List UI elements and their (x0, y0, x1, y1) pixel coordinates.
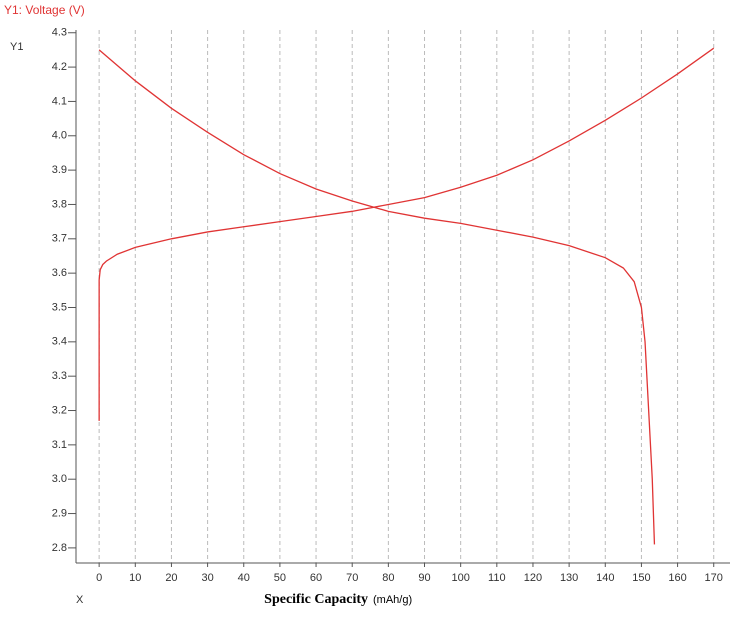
chart-title: Y1: Voltage (V) (4, 3, 85, 17)
y-tick-label: 3.1 (52, 439, 67, 451)
y-tick-label: 2.9 (52, 507, 67, 519)
y-tick-label: 4.0 (52, 130, 67, 142)
x-axis-title: Specific Capacity (264, 592, 368, 607)
y-tick-label: 3.9 (52, 164, 67, 176)
y-tick-label: 3.2 (52, 404, 67, 416)
x-tick-label: 170 (705, 572, 723, 584)
x-tick-label: 20 (165, 572, 177, 584)
y-tick-label: 4.2 (52, 61, 67, 73)
x-tick-label: 160 (668, 572, 686, 584)
x-tick-label: 140 (596, 572, 614, 584)
y-tick-label: 3.7 (52, 233, 67, 245)
x-tick-label: 0 (96, 572, 102, 584)
x-tick-label: 40 (238, 572, 250, 584)
x-tick-label: 10 (129, 572, 141, 584)
y-tick-label: 3.0 (52, 473, 67, 485)
x-tick-label: 110 (488, 572, 506, 584)
y-tick-label: 4.3 (52, 27, 67, 39)
x-tick-label: 90 (418, 572, 430, 584)
x-axis-unit: (mAh/g) (373, 594, 412, 606)
x-axis-name: X (76, 594, 84, 606)
x-tick-label: 100 (451, 572, 469, 584)
x-tick-label: 60 (310, 572, 322, 584)
y-tick-label: 3.8 (52, 198, 67, 210)
y-tick-label: 3.4 (52, 336, 67, 348)
y-tick-label: 3.3 (52, 370, 67, 382)
x-tick-label: 30 (201, 572, 213, 584)
x-tick-label: 50 (274, 572, 286, 584)
y-tick-label: 3.5 (52, 301, 67, 313)
data-line (98, 49, 656, 545)
x-tick-label: 70 (346, 572, 358, 584)
x-tick-label: 130 (560, 572, 578, 584)
x-tick-label: 80 (382, 572, 394, 584)
data-line (98, 47, 715, 421)
y-tick-label: 2.8 (52, 542, 67, 554)
x-tick-label: 150 (632, 572, 650, 584)
y-tick-label: 4.1 (52, 95, 67, 107)
y-tick-label: 3.6 (52, 267, 67, 279)
x-tick-label: 120 (524, 572, 542, 584)
y-axis-label: Y1 (10, 41, 23, 53)
